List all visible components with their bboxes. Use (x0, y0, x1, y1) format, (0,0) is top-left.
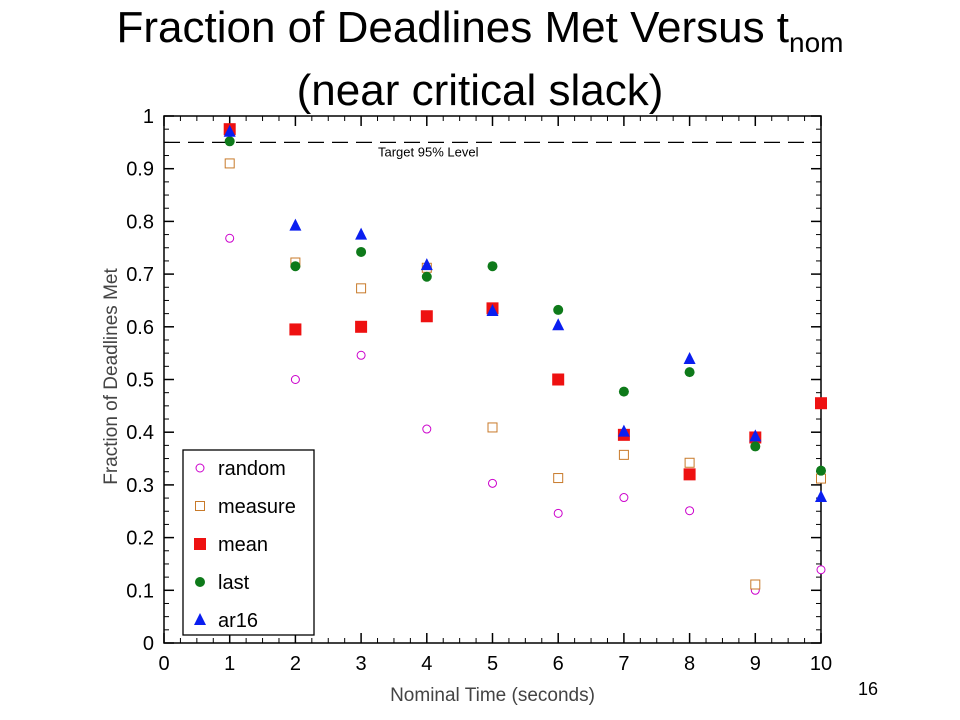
y-axis-title: Fraction of Deadlines Met (101, 268, 122, 485)
point-ar16 (815, 490, 827, 503)
y-tick-label: 0 (143, 633, 154, 655)
point-mean (420, 310, 433, 323)
legend-label-last: last (218, 572, 250, 594)
point-measure (487, 422, 498, 433)
point-mean (815, 397, 827, 410)
chart-legend: random measure mean last ar16 (182, 449, 315, 636)
legend-marker-last (195, 577, 205, 587)
x-tick-label: 4 (421, 653, 432, 675)
point-ar16 (486, 303, 499, 316)
point-last (487, 261, 498, 272)
point-last (618, 386, 629, 397)
point-random (225, 233, 235, 243)
legend-label-measure: measure (218, 496, 296, 518)
legend-marker-mean (194, 538, 206, 550)
point-random (356, 350, 366, 360)
y-tick-label: 0.7 (126, 264, 154, 286)
point-last (356, 246, 367, 257)
x-tick-label: 6 (553, 653, 564, 675)
point-random (553, 508, 563, 518)
y-tick-label: 0.3 (126, 475, 154, 497)
point-measure (618, 449, 629, 460)
point-ar16 (617, 424, 630, 437)
point-random (685, 506, 695, 516)
legend-label-random: random (218, 458, 286, 480)
legend-label-ar16: ar16 (218, 610, 258, 632)
legend-marker-measure (195, 501, 205, 511)
y-tick-label: 0.8 (126, 211, 154, 233)
point-ar16 (289, 218, 302, 231)
x-tick-label: 2 (290, 653, 301, 675)
series-measure (224, 158, 826, 590)
point-measure (553, 473, 564, 484)
series-last (224, 136, 826, 476)
point-measure (750, 579, 761, 590)
point-ar16 (683, 351, 696, 364)
series-random (225, 233, 826, 595)
point-ar16 (223, 124, 236, 137)
legend-marker-random (195, 463, 205, 473)
x-tick-label: 9 (750, 653, 761, 675)
point-random (290, 375, 300, 384)
slide-title: Fraction of Deadlines Met Versus tnom (n… (0, 4, 960, 115)
x-tick-label: 5 (487, 653, 498, 675)
point-last (290, 261, 301, 272)
point-random (816, 565, 826, 575)
point-measure (356, 283, 367, 294)
x-tick-label: 0 (158, 653, 169, 675)
point-measure (224, 158, 235, 169)
point-random (619, 493, 629, 503)
point-mean (289, 323, 302, 336)
x-tick-label: 3 (356, 653, 367, 675)
target-reference-label: Target 95% Level (378, 144, 479, 159)
series-mean (223, 123, 827, 481)
page-number: 16 (858, 679, 879, 699)
y-tick-label: 0.6 (126, 317, 154, 339)
series-ar16 (223, 124, 827, 503)
point-last (553, 304, 564, 315)
y-tick-label: 0.1 (126, 580, 154, 602)
y-tick-label: 0.4 (126, 422, 154, 444)
title-subscript: nom (789, 27, 844, 58)
point-random (422, 424, 432, 434)
point-mean (683, 468, 696, 481)
point-last (421, 271, 432, 282)
point-ar16 (749, 429, 762, 442)
point-ar16 (355, 227, 368, 240)
x-axis-title: Nominal Time (seconds) (390, 685, 595, 706)
x-tick-label: 8 (684, 653, 695, 675)
legend-marker-ar16 (194, 613, 206, 625)
point-mean (355, 320, 368, 333)
point-measure (684, 457, 695, 468)
point-mean (552, 373, 565, 386)
x-tick-label: 1 (224, 653, 235, 675)
title-line-2: (near critical slack) (296, 66, 664, 115)
x-tick-label: 10 (810, 653, 832, 675)
legend-label-mean: mean (218, 534, 268, 556)
x-tick-label: 7 (618, 653, 629, 675)
y-tick-label: 0.9 (126, 159, 154, 181)
point-last (816, 465, 826, 476)
point-last (684, 367, 695, 378)
point-last (224, 136, 235, 147)
title-line-1: Fraction of Deadlines Met Versus tnom (0, 4, 960, 67)
point-last (750, 441, 761, 452)
y-tick-label: 0.5 (126, 370, 154, 392)
title-main-text: Fraction of Deadlines Met Versus t (116, 3, 790, 52)
y-tick-label: 0.2 (126, 528, 154, 550)
point-ar16 (552, 318, 565, 331)
point-random (488, 478, 497, 488)
y-tick-label: 1 (143, 106, 154, 128)
point-ar16 (420, 258, 433, 271)
